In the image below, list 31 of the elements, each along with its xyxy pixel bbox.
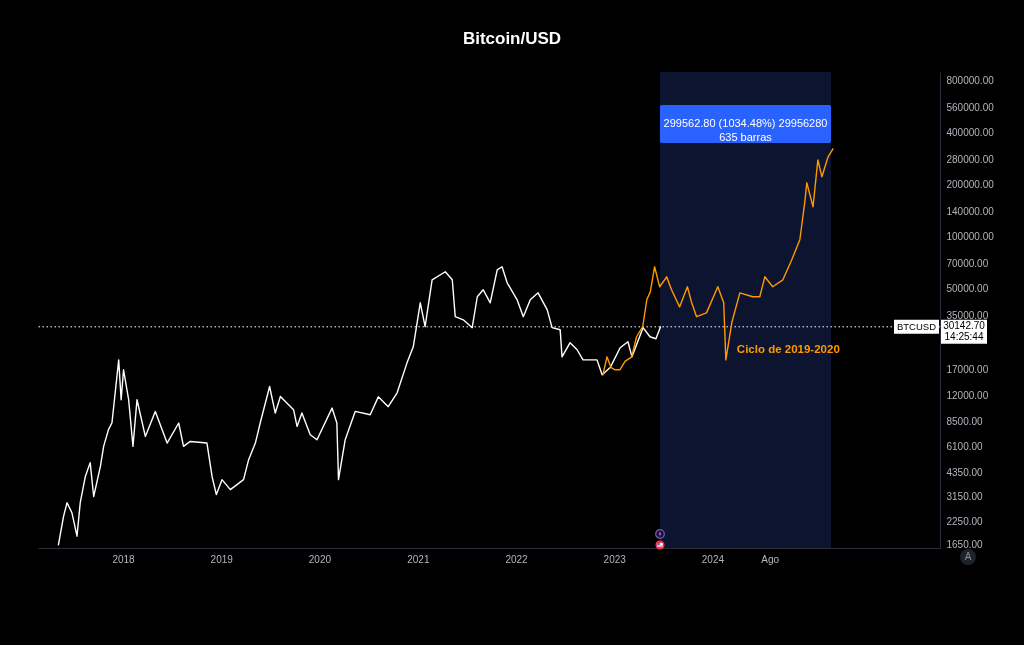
text: 30142.70 14:25:44: [943, 319, 986, 342]
x-tick-label: Ago: [761, 553, 780, 565]
y-tick-label: 17000.00: [946, 364, 989, 376]
y-tick-label: 800000.00: [946, 75, 995, 87]
ref-line-label: BTCUSD: [896, 320, 937, 332]
x-tick-label: 2024: [701, 553, 725, 565]
y-tick-label: 6100.00: [946, 441, 984, 453]
x-tick-label: 2018: [112, 553, 136, 565]
y-tick-label: 50000.00: [946, 283, 989, 295]
y-tick-label: 70000.00: [946, 258, 989, 270]
y-tick-label: 35000.00: [946, 310, 989, 322]
y-tick-label: 200000.00: [946, 179, 995, 191]
series-label: Ciclo de 2019-2020: [736, 342, 840, 355]
x-tick-label: 2020: [308, 553, 332, 565]
x-tick-label: 2019: [210, 553, 234, 565]
y-tick-label: 12000.00: [946, 390, 989, 402]
y-tick-label: 140000.00: [946, 206, 995, 218]
band-label: 299562.80 (1034.48%) 29956280 635 barras: [663, 117, 828, 143]
y-tick-label: 560000.00: [946, 102, 995, 114]
x-tick-label: 2023: [603, 553, 627, 565]
y-tick-label: 3150.00: [946, 490, 984, 502]
x-tick-label: 2021: [407, 553, 430, 565]
y-tick-label: 4350.00: [946, 466, 984, 478]
y-tick-label: 8500.00: [946, 416, 984, 428]
y-tick-label: 100000.00: [946, 231, 995, 243]
x-tick-label: 2022: [505, 553, 529, 565]
y-tick-label: 280000.00: [946, 154, 995, 166]
y-tick-label: 2250.00: [946, 515, 984, 527]
y-tick-label: 1650.00: [946, 539, 984, 551]
chart-title: Bitcoin/USD: [462, 29, 562, 48]
y-tick-label: 400000.00: [946, 127, 995, 139]
